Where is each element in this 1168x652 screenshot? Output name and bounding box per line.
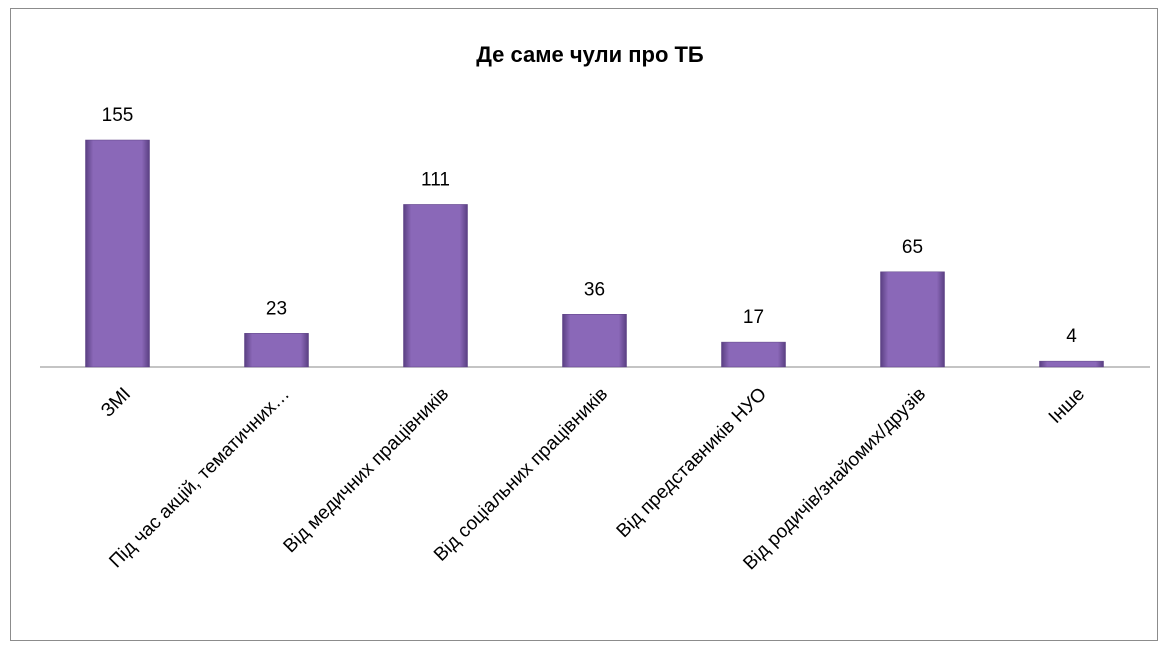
data-label: 4 (1066, 326, 1077, 347)
bar (880, 271, 945, 368)
data-label: 23 (266, 298, 287, 319)
data-label: 65 (902, 237, 923, 258)
data-label: 111 (421, 169, 450, 190)
bar (1039, 360, 1104, 368)
bar (562, 314, 627, 368)
data-label: 155 (102, 105, 134, 126)
bar (85, 139, 150, 368)
bar (721, 341, 786, 368)
data-label: 17 (743, 307, 764, 328)
bar (403, 204, 468, 368)
chart-title: Де саме чули про ТБ (476, 42, 704, 67)
data-label: 36 (584, 279, 605, 300)
bar (244, 333, 309, 368)
